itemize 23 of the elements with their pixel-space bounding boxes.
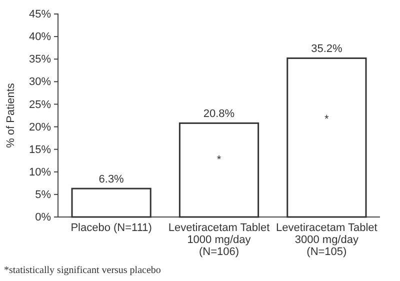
annotation: *: [324, 114, 330, 126]
y-tick-label: 5%: [35, 188, 52, 201]
y-tick-label: 0%: [35, 212, 52, 224]
data-label: 20.8%: [203, 108, 235, 120]
bar: [178, 122, 260, 218]
y-tick-label: 15%: [28, 144, 52, 156]
y-tick-label: 30%: [28, 76, 52, 88]
y-tick-label: 35%: [28, 54, 52, 66]
y-tick-label: 45%: [28, 8, 52, 21]
y-axis-title: % of Patients: [5, 82, 17, 148]
x-tick-label: Levetiracetam Tablet 1000 mg/day (N=106): [168, 222, 270, 258]
y-tick-label: 20%: [28, 121, 52, 134]
x-tick-label: Levetiracetam Tablet 3000 mg/day (N=105): [276, 222, 378, 258]
y-tick-label: 25%: [28, 98, 52, 111]
y-tick-label: 40%: [28, 31, 52, 44]
annotation: *: [216, 154, 222, 166]
bar: [71, 188, 152, 218]
data-label: 35.2%: [311, 43, 342, 56]
x-tick-label: Placebo (N=111): [70, 222, 152, 234]
bar: [286, 57, 367, 218]
text: *statistically significant versus placebo: [4, 265, 161, 276]
y-tick-label: 10%: [28, 166, 52, 178]
data-label: 6.3%: [98, 174, 124, 186]
